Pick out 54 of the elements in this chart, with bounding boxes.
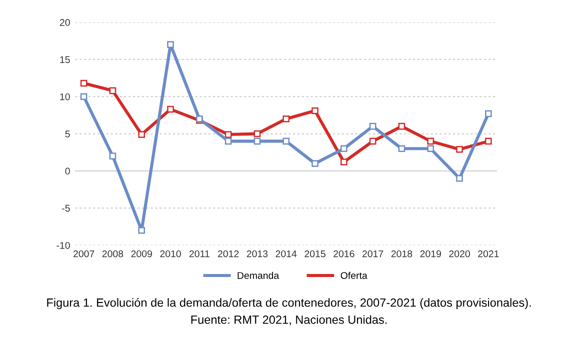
point (282, 138, 290, 145)
point (398, 122, 406, 130)
point (427, 145, 434, 152)
x-tick-label: 2021 (478, 250, 499, 258)
point (340, 145, 348, 152)
point (312, 160, 318, 167)
x-tick-label: 2020 (449, 250, 470, 258)
x-tick-label: 2014 (276, 250, 297, 258)
point (427, 138, 434, 145)
point (80, 80, 88, 87)
text: Figura 1. Evolución de la demanda/oferta de contenedores, 2007-2021 (datos provisionales). (47, 298, 531, 310)
point (485, 138, 492, 145)
point (282, 116, 290, 122)
x-tick-label: 2018 (391, 250, 412, 258)
point (254, 130, 261, 138)
legend-label: Demanda (238, 272, 280, 279)
x-tick-label: 2011 (189, 250, 210, 258)
point (167, 41, 174, 48)
x-tick-label: 2015 (304, 250, 326, 258)
x-tick-label: 2013 (246, 250, 268, 258)
x-tick-label: 2019 (420, 250, 441, 258)
point (456, 174, 463, 182)
x-tick-label: 2016 (334, 250, 354, 258)
point (254, 138, 261, 145)
point (224, 131, 232, 138)
legend-label: Oferta (340, 272, 368, 279)
point (138, 226, 146, 234)
x-tick-label: 2017 (362, 250, 384, 258)
x-tick-label: 2010 (160, 250, 181, 258)
point (398, 145, 406, 152)
y-tick-label: 5 (65, 130, 70, 138)
point (109, 87, 116, 94)
point (138, 131, 146, 138)
point (369, 138, 376, 145)
source-note: Fuente: RMT 2021, Naciones Unidas. (191, 315, 387, 326)
point (369, 122, 376, 130)
y-tick-label: 10 (60, 93, 70, 100)
y-tick-label: 15 (60, 56, 70, 64)
point (167, 106, 174, 113)
point (340, 158, 348, 166)
point (109, 152, 116, 160)
x-tick-label: 2007 (73, 250, 94, 258)
point (80, 93, 88, 100)
x-tick-label: 2012 (218, 250, 239, 258)
y-tick-label: 20 (60, 19, 70, 26)
point (456, 146, 463, 153)
point (485, 110, 492, 118)
x-tick-label: 2009 (131, 250, 152, 258)
x-tick-label: 2008 (102, 250, 124, 258)
point (224, 138, 232, 145)
y-tick-label: -5 (62, 204, 70, 212)
y-tick-label: 0 (65, 168, 70, 175)
point (312, 107, 318, 114)
y-tick-label: -10 (56, 242, 70, 249)
